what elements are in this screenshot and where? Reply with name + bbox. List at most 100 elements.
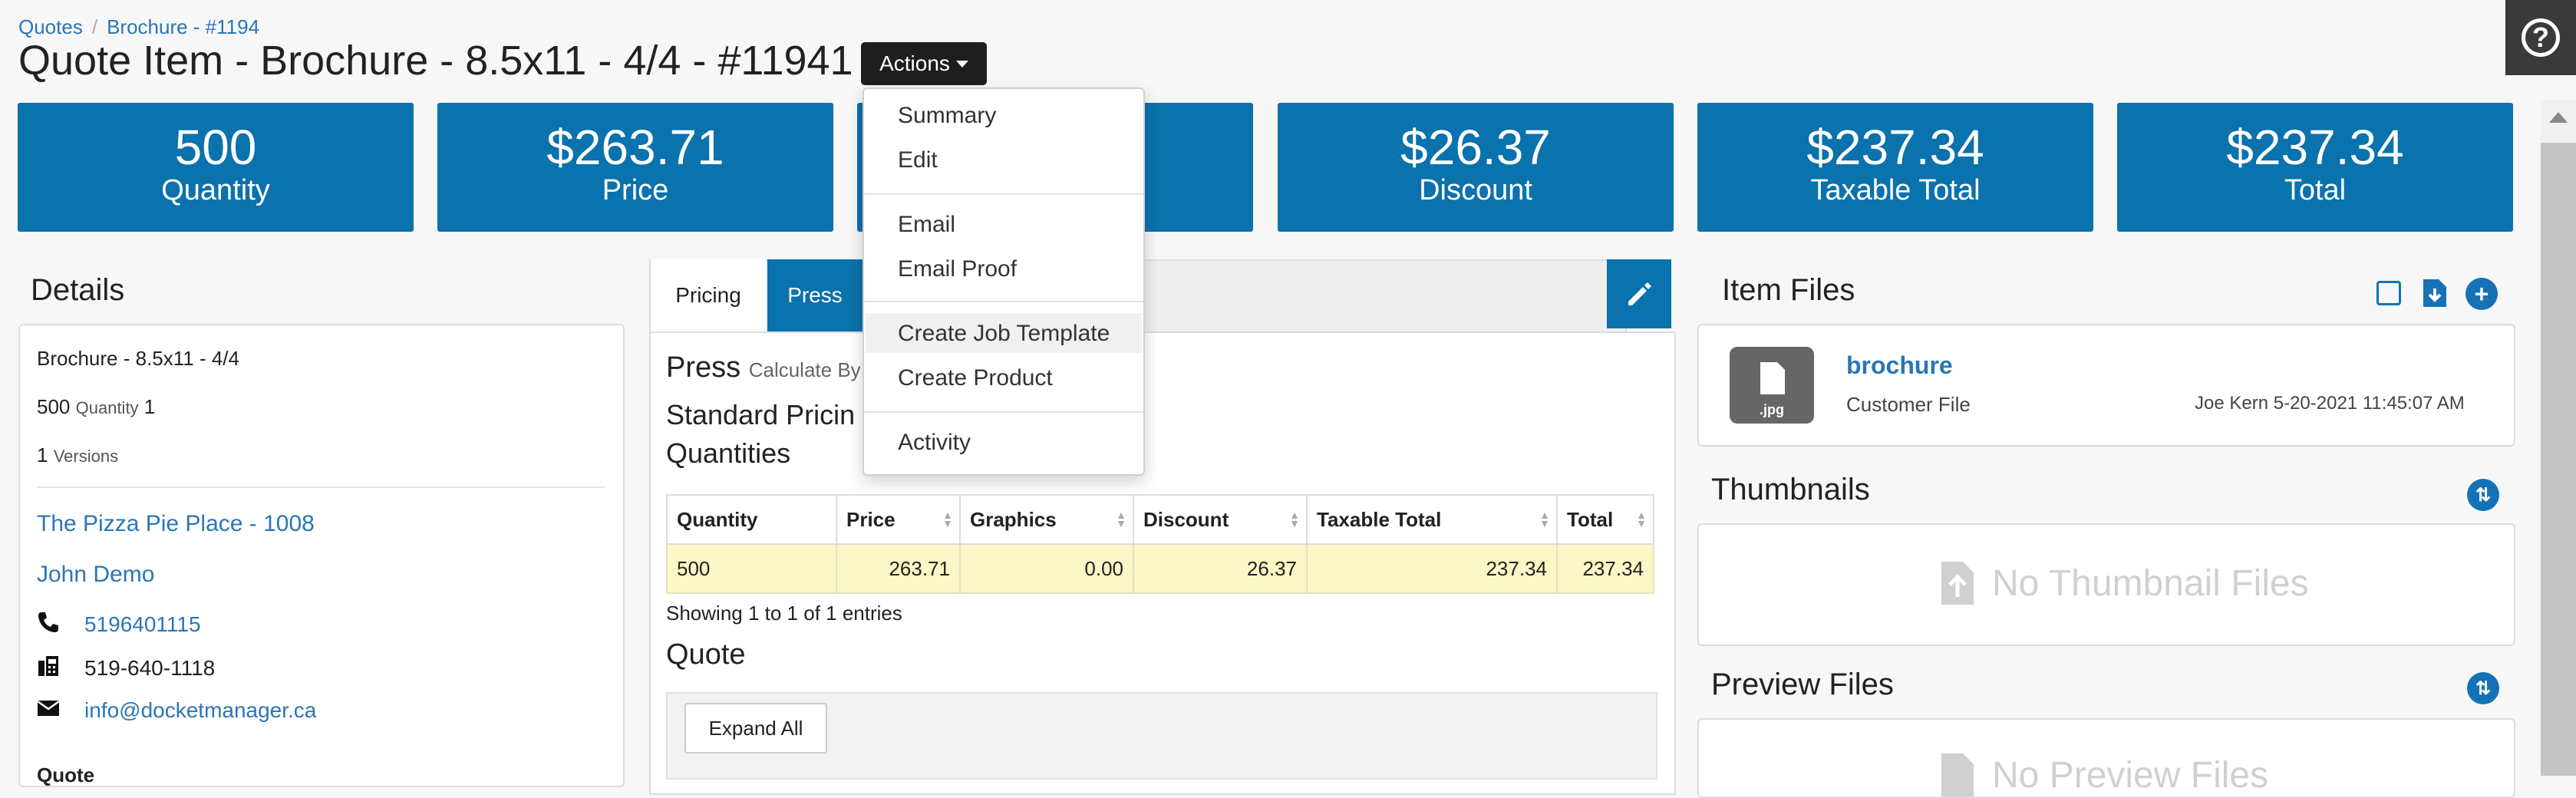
fax-number: 519-640-1118 <box>84 656 216 680</box>
versions-label: Versions <box>53 447 119 466</box>
column-header-total[interactable]: Total ▲ ▼ <box>1556 494 1654 545</box>
tab-press[interactable]: Press <box>767 259 863 331</box>
cell-taxable-total: 237.34 <box>1306 543 1558 594</box>
stat-value: $237.34 <box>1806 120 1984 175</box>
stat-value: $263.71 <box>546 120 724 175</box>
column-header-discount[interactable]: Discount ▲ ▼ <box>1133 494 1308 545</box>
details-panel <box>18 324 625 787</box>
stat-quantity: 500 Quantity <box>18 103 414 232</box>
phone-link[interactable]: 5196401115 <box>84 612 201 636</box>
item-files-title: Item Files <box>1722 273 1855 307</box>
envelope-icon <box>37 698 60 722</box>
menu-divider <box>864 411 1143 413</box>
sort-icon: ▲ ▼ <box>1539 509 1550 529</box>
menu-item-create-product[interactable]: Create Product <box>898 365 1053 391</box>
details-title: Details <box>31 273 125 307</box>
breadcrumb-separator: / <box>91 15 98 38</box>
actions-button[interactable]: Actions <box>861 42 987 85</box>
standard-pricing-title: Standard Pricin <box>666 399 856 430</box>
press-title: Press <box>666 351 741 384</box>
upload-preview-icon[interactable]: ⇅ <box>2467 672 2499 704</box>
select-all-checkbox[interactable] <box>2376 281 2401 305</box>
tab-pricing[interactable]: Pricing <box>651 259 766 331</box>
menu-item-create-job-template[interactable]: Create Job Template <box>898 321 1110 346</box>
download-icon[interactable] <box>2422 278 2448 312</box>
thumbnails-title: Thumbnails <box>1711 473 1870 506</box>
table-info: Showing 1 to 1 of 1 entries <box>666 602 902 625</box>
file-upload-icon <box>1941 753 1974 796</box>
menu-item-summary[interactable]: Summary <box>898 103 997 128</box>
cell-price: 263.71 <box>836 543 961 594</box>
quantities-title: Quantities <box>666 437 791 469</box>
company-link[interactable]: The Pizza Pie Place - 1008 <box>37 511 315 536</box>
cell-total: 237.34 <box>1556 543 1654 594</box>
page-title: Quote Item - Brochure - 8.5x11 - 4/4 - #… <box>18 38 853 84</box>
actions-dropdown-menu: Summary Edit Email Email Proof Create Jo… <box>863 87 1145 476</box>
column-header-graphics[interactable]: Graphics ▲ ▼ <box>959 494 1134 545</box>
scrollbar-thumb[interactable] <box>2541 143 2576 776</box>
quantity-label: Quantity <box>75 398 139 417</box>
table-header-row: Quantity Price ▲ ▼ Graphics ▲ ▼ Discount ▲ ▼ T… <box>666 494 1654 545</box>
phone-icon <box>37 611 60 638</box>
stat-total: $237.34 Total <box>2117 103 2513 232</box>
contact-link[interactable]: John Demo <box>37 562 155 587</box>
sort-icon: ▲ ▼ <box>942 509 953 529</box>
menu-item-edit[interactable]: Edit <box>898 147 938 173</box>
breadcrumb-quotes-link[interactable]: Quotes <box>18 15 83 38</box>
help-button[interactable]: ? <box>2505 0 2576 75</box>
cell-quantity: 500 <box>666 543 837 594</box>
add-file-icon[interactable]: + <box>2466 278 2498 310</box>
divider <box>37 486 605 488</box>
menu-item-email[interactable]: Email <box>898 212 956 237</box>
quantity-value: 500 <box>37 395 71 418</box>
stat-label: Taxable Total <box>1810 174 1981 206</box>
column-header-price[interactable]: Price ▲ ▼ <box>836 494 961 545</box>
preview-files-title: Preview Files <box>1711 668 1894 701</box>
edit-button[interactable] <box>1607 259 1671 328</box>
actions-label: Actions <box>879 51 950 75</box>
file-extension: .jpg <box>1760 402 1784 417</box>
quantity-extra: 1 <box>143 395 156 418</box>
menu-divider <box>864 193 1143 195</box>
stat-label: Total <box>2284 174 2347 206</box>
help-icon: ? <box>2522 18 2560 57</box>
preview-files-empty-text: No Preview Files <box>1992 754 2269 796</box>
table-row[interactable]: 500 263.71 0.00 26.37 237.34 237.34 <box>666 543 1654 594</box>
calculate-by-label: Calculate By <box>748 358 861 381</box>
stat-label: Price <box>602 174 669 206</box>
stat-value: $237.34 <box>2226 120 2404 175</box>
breadcrumb-current-link[interactable]: Brochure - #1194 <box>107 15 260 38</box>
upload-thumbnail-icon[interactable]: ⇅ <box>2467 479 2499 511</box>
preview-files-empty: No Preview Files <box>1940 752 2268 798</box>
fax-icon <box>37 655 60 681</box>
pricing-table: Quantity Price ▲ ▼ Graphics ▲ ▼ Discount ▲ ▼ T… <box>666 494 1654 594</box>
thumbnails-empty-text: No Thumbnail Files <box>1992 562 2309 604</box>
pencil-icon <box>1628 282 1651 305</box>
stat-taxable-total: $237.34 Taxable Total <box>1697 103 2093 232</box>
product-name: Brochure - 8.5x11 - 4/4 <box>37 347 239 370</box>
cell-graphics: 0.00 <box>959 543 1134 594</box>
file-uploaded-info: Joe Kern 5-20-2021 11:45:07 AM <box>2195 393 2465 414</box>
column-header-taxable-total[interactable]: Taxable Total ▲ ▼ <box>1306 494 1558 545</box>
file-name-link[interactable]: brochure <box>1846 351 1953 379</box>
menu-item-activity[interactable]: Activity <box>898 430 971 455</box>
column-header-quantity[interactable]: Quantity <box>666 494 837 545</box>
email-link[interactable]: info@docketmanager.ca <box>84 698 317 722</box>
press-heading: Press Calculate By <box>666 351 861 384</box>
file-card[interactable] <box>1697 324 2515 447</box>
file-upload-icon <box>1941 562 1974 605</box>
stat-value: $26.37 <box>1400 120 1551 175</box>
menu-divider <box>864 301 1143 302</box>
thumbnails-panel <box>1697 523 2515 646</box>
quote-title: Quote <box>666 638 746 671</box>
stat-discount: $26.37 Discount <box>1278 103 1674 232</box>
file-thumbnail: .jpg <box>1730 347 1814 424</box>
cell-discount: 26.37 <box>1133 543 1308 594</box>
versions-line: 1 Versions <box>37 444 118 467</box>
expand-all-button[interactable]: Expand All <box>684 703 827 753</box>
stat-label: Discount <box>1419 174 1532 206</box>
scroll-up-arrow-icon[interactable] <box>2549 112 2568 123</box>
menu-item-email-proof[interactable]: Email Proof <box>898 256 1018 282</box>
breadcrumb: Quotes / Brochure - #1194 <box>18 15 259 39</box>
sort-icon: ▲ ▼ <box>1636 509 1647 529</box>
